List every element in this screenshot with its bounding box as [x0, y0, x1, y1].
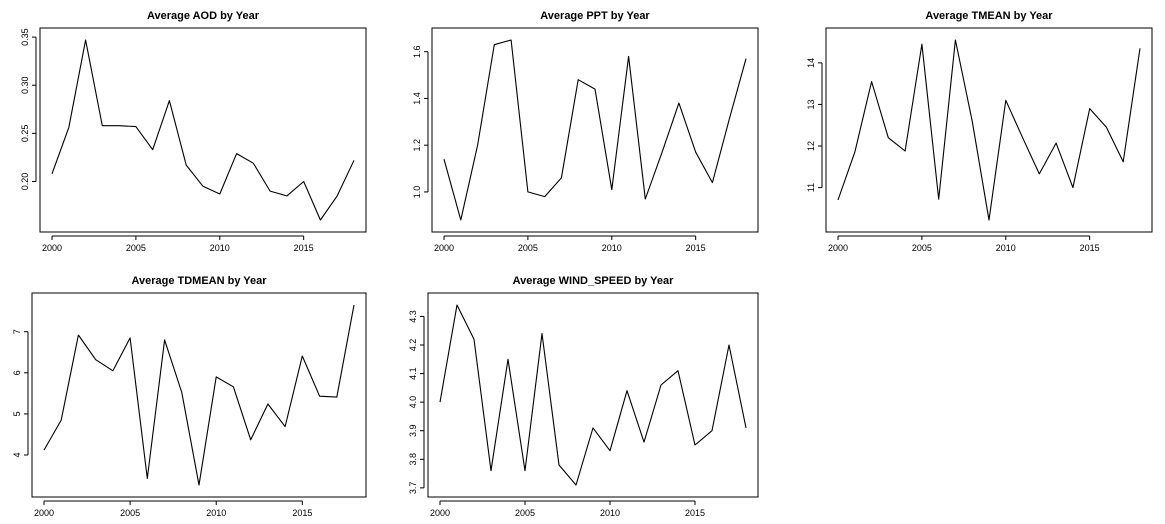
chart-panel-wind-speed: Average WIND_SPEED by Year 2000 2005 2010 20…: [408, 275, 759, 518]
x-tick-label: 2005: [120, 508, 140, 518]
x-tick-label: 2010: [600, 508, 620, 518]
x-tick-label: 2015: [1080, 243, 1100, 253]
x-tick-label: 2000: [828, 243, 848, 253]
y-tick-label: 4.2: [408, 339, 418, 352]
y-tick-label: 4.1: [408, 367, 418, 380]
y-tick-label: 13: [806, 99, 816, 109]
x-tick-label: 2010: [602, 243, 622, 253]
y-tick-label: 1.2: [412, 139, 422, 152]
y-tick-label: 5: [12, 411, 22, 416]
y-tick-label: 1.4: [412, 92, 422, 105]
y-tick-label: 0.20: [20, 173, 30, 191]
y-tick-label: 4.3: [408, 310, 418, 323]
average-tdmean-by-year-series-line: [43, 304, 355, 486]
chart-panel-tdmean: Average TDMEAN by Year 2000 2005 2010 2015 4 5…: [12, 275, 367, 518]
x-tick-label: 2000: [430, 508, 450, 518]
plot-frame: [427, 292, 759, 498]
plot-frame: [825, 27, 1153, 233]
y-tick-label: 12: [806, 141, 816, 151]
chart-panel-tmean: Average TMEAN by Year 2000 2005 2010 2015 11 1…: [806, 10, 1153, 253]
x-tick-label: 2005: [126, 243, 146, 253]
average-tmean-by-year-series-line: [837, 39, 1141, 221]
x-tick-label: 2005: [912, 243, 932, 253]
x-tick-label: 2015: [686, 243, 706, 253]
y-tick-label: 3.9: [408, 424, 418, 437]
x-tick-label: 2010: [206, 508, 226, 518]
y-tick-label: 3.8: [408, 453, 418, 466]
chart-panel-ppt: Average PPT by Year 2000 2005 2010 2015 1.0 1.…: [412, 10, 759, 253]
chart-title: Average PPT by Year: [540, 10, 650, 22]
chart-title: Average TMEAN by Year: [925, 10, 1053, 22]
y-tick-label: 0.30: [20, 76, 30, 94]
y-tick-label: 14: [806, 58, 816, 68]
x-tick-label: 2000: [42, 243, 62, 253]
x-tick-label: 2000: [34, 508, 54, 518]
average-wind-speed-by-year-series-line: [439, 304, 747, 486]
y-tick-label: 3.7: [408, 482, 418, 495]
x-tick-label: 2015: [292, 508, 312, 518]
y-tick-label: 7: [12, 329, 22, 334]
x-tick-label: 2010: [210, 243, 230, 253]
average-aod-by-year-series-line: [51, 39, 355, 221]
chart-title: Average AOD by Year: [147, 10, 260, 22]
x-tick-label: 2005: [515, 508, 535, 518]
y-tick-label: 11: [806, 183, 816, 192]
x-tick-label: 2000: [434, 243, 454, 253]
x-tick-label: 2015: [294, 243, 314, 253]
chart-title: Average TDMEAN by Year: [131, 275, 267, 287]
y-tick-label: 1.0: [412, 186, 422, 199]
y-tick-label: 0.25: [20, 125, 30, 143]
y-tick-label: 6: [12, 370, 22, 375]
chart-title: Average WIND_SPEED by Year: [513, 275, 675, 287]
x-tick-label: 2010: [996, 243, 1016, 253]
plot-frame: [431, 27, 759, 233]
y-tick-label: 0.35: [20, 28, 30, 46]
y-tick-label: 1.6: [412, 45, 422, 58]
plot-frame: [39, 27, 367, 233]
chart-panel-aod: Average AOD by Year 2000 2005 2010 2015 0.20 0…: [20, 10, 367, 253]
plot-frame: [31, 292, 367, 498]
x-tick-label: 2005: [518, 243, 538, 253]
y-tick-label: 4: [12, 452, 22, 457]
x-tick-label: 2015: [685, 508, 705, 518]
y-tick-label: 4.0: [408, 396, 418, 409]
average-ppt-by-year-series-line: [443, 39, 747, 221]
